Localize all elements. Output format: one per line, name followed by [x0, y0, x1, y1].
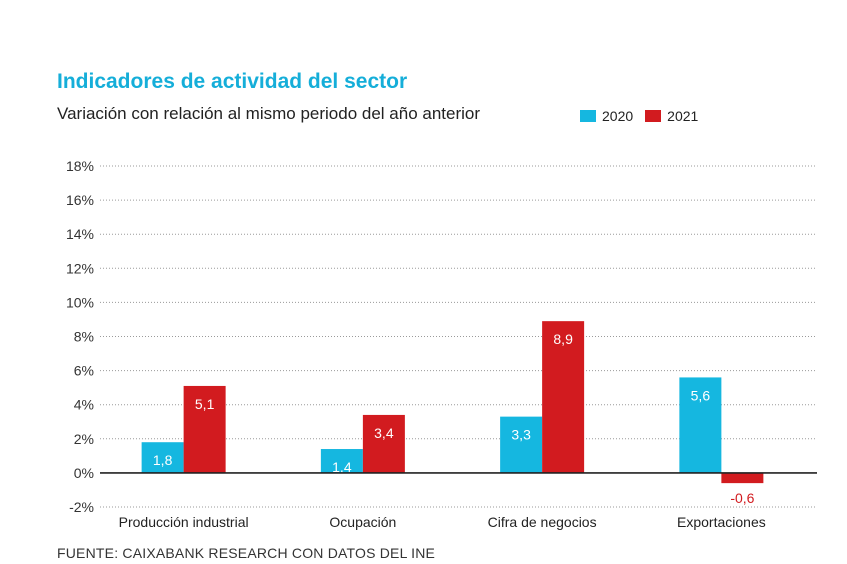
x-category-label: Cifra de negocios [488, 514, 597, 530]
bar-2021 [183, 385, 226, 473]
y-tick-label: 2% [74, 431, 94, 447]
y-tick-label: -2% [69, 499, 94, 515]
legend-swatch-2021 [645, 110, 662, 122]
legend-swatch-2020 [580, 110, 596, 122]
data-label: 3,4 [374, 425, 394, 441]
bar-2020 [320, 449, 363, 473]
y-tick-label: 18% [66, 158, 94, 174]
chart-subtitle: Variación con relación al mismo periodo … [57, 104, 481, 123]
legend-label-2020: 2020 [602, 108, 634, 124]
data-label: 1,8 [153, 452, 173, 468]
y-tick-label: 6% [74, 363, 94, 379]
data-label: 3,3 [511, 427, 531, 443]
y-tick-label: 4% [74, 397, 94, 413]
y-tick-label: 8% [74, 329, 94, 345]
y-tick-label: 0% [74, 465, 94, 481]
bar-2020 [679, 377, 722, 473]
data-label: -0,6 [730, 490, 754, 506]
source-note: FUENTE: CAIXABANK RESEARCH CON DATOS DEL… [57, 545, 436, 561]
chart-title: Indicadores de actividad del sector [57, 70, 408, 93]
data-label: 8,9 [553, 331, 573, 347]
x-category-label: Ocupación [329, 514, 396, 530]
y-tick-label: 14% [66, 226, 94, 242]
bar-2020 [500, 416, 543, 473]
data-label: 5,1 [195, 396, 215, 412]
data-label: 1,4 [332, 459, 352, 475]
bar-2021 [721, 472, 764, 484]
legend-item-2021: 2021 [645, 108, 698, 124]
bar-2020 [141, 442, 184, 473]
bar-2021 [362, 414, 405, 473]
y-tick-label: 12% [66, 260, 94, 276]
x-category-label: Exportaciones [677, 514, 766, 530]
data-label: 5,6 [691, 387, 711, 403]
y-tick-label: 16% [66, 192, 94, 208]
legend: 2020 2021 [580, 108, 710, 124]
bar-2021 [542, 321, 585, 473]
legend-label-2021: 2021 [667, 108, 699, 124]
x-category-label: Producción industrial [119, 514, 249, 530]
legend-item-2020: 2020 [580, 108, 633, 124]
y-tick-label: 10% [66, 294, 94, 310]
